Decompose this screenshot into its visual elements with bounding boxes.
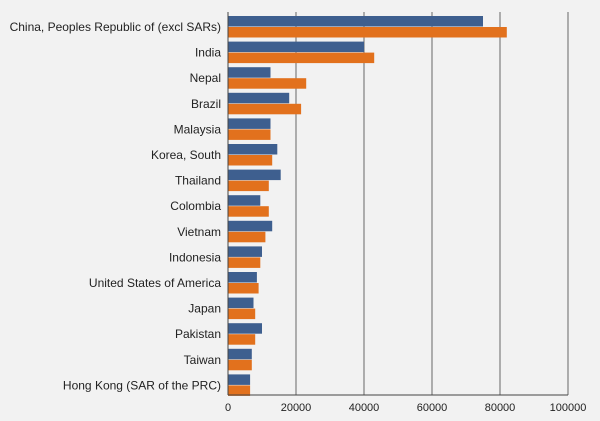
bar-series1-3 xyxy=(228,92,290,104)
bar-series2-0 xyxy=(228,27,507,38)
bar-series2-13 xyxy=(228,359,252,371)
category-label: Brazil xyxy=(191,97,221,111)
bar-series2-6 xyxy=(228,180,269,192)
bar-series2-10 xyxy=(228,283,259,294)
grid-layer xyxy=(295,12,569,395)
category-labels: China, Peoples Republic of (excl SARs) In… xyxy=(10,20,222,392)
category-label: Hong Kong (SAR of the PRC) xyxy=(63,378,221,392)
category-label: China, Peoples Republic of (excl SARs) xyxy=(10,20,221,34)
bar-series1-10 xyxy=(228,272,257,283)
x-tick-label: 20000 xyxy=(281,402,312,414)
bar-series1-7 xyxy=(228,195,261,206)
x-tick-label: 80000 xyxy=(485,402,516,414)
bar-series2-2 xyxy=(228,78,307,89)
bar-series1-5 xyxy=(228,144,278,155)
bar-series1-1 xyxy=(228,41,364,53)
bar-series1-11 xyxy=(228,297,254,309)
x-tick-label: 0 xyxy=(225,402,231,414)
category-label: Japan xyxy=(188,302,221,316)
category-label: Nepal xyxy=(190,71,221,85)
category-label: Thailand xyxy=(175,174,221,188)
bar-series2-4 xyxy=(228,129,271,140)
category-label: Malaysia xyxy=(174,122,222,136)
bar-series2-12 xyxy=(228,334,256,345)
bar-series1-12 xyxy=(228,323,262,334)
bar-series1-4 xyxy=(228,118,271,129)
category-label: Colombia xyxy=(170,199,221,213)
bar-series2-1 xyxy=(228,52,375,64)
category-label: Pakistan xyxy=(175,327,221,341)
bar-series2-5 xyxy=(228,155,273,166)
bar-series1-14 xyxy=(228,374,251,385)
bar-series1-13 xyxy=(228,348,252,360)
category-label: United States of America xyxy=(89,276,221,290)
x-tick-label: 100000 xyxy=(550,402,587,414)
bar-series1-2 xyxy=(228,67,271,78)
bar-series1-6 xyxy=(228,169,281,181)
bar-series1-0 xyxy=(228,16,483,27)
x-axis-tick-labels: 0 20000 40000 60000 80000 100000 xyxy=(225,402,586,414)
category-label: Taiwan xyxy=(184,353,221,367)
x-tick-label: 40000 xyxy=(349,402,380,414)
bar-series1-9 xyxy=(228,246,262,257)
bar-series2-11 xyxy=(228,308,256,320)
bar-layer xyxy=(228,16,507,396)
bar-series2-8 xyxy=(228,231,266,243)
x-tick-label: 60000 xyxy=(417,402,448,414)
category-label: Vietnam xyxy=(177,225,221,239)
bar-series2-7 xyxy=(228,206,269,217)
category-label: India xyxy=(195,46,221,60)
category-label: Indonesia xyxy=(169,250,221,264)
bar-series1-8 xyxy=(228,220,273,232)
bar-series2-14 xyxy=(228,385,251,396)
bar-series2-9 xyxy=(228,257,261,268)
bar-series2-3 xyxy=(228,103,302,115)
category-label: Korea, South xyxy=(151,148,221,162)
